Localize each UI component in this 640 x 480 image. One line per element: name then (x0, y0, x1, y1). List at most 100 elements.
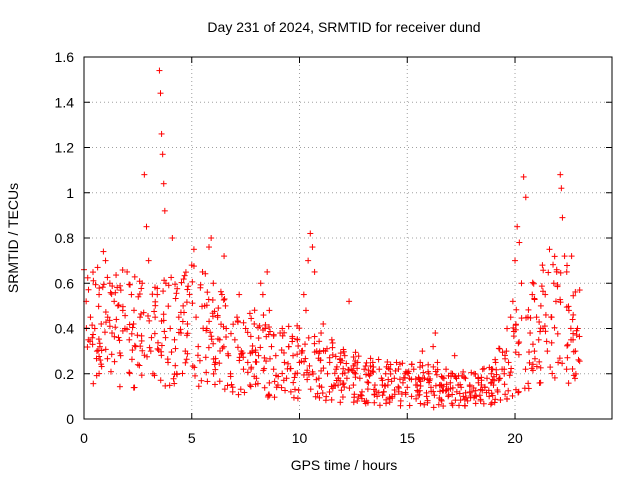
data-point (311, 333, 318, 340)
data-point (329, 351, 336, 358)
data-point (170, 375, 177, 382)
data-point (116, 337, 123, 344)
y-tick-label: 1.4 (55, 94, 75, 110)
data-point (94, 264, 101, 271)
data-point (339, 394, 346, 401)
data-point (98, 320, 105, 327)
data-point (95, 336, 102, 343)
data-point (516, 339, 523, 346)
data-point (295, 343, 302, 350)
y-tick: 0.6 (55, 275, 612, 291)
data-point (122, 312, 129, 319)
data-point (553, 268, 560, 275)
data-point (102, 346, 109, 353)
data-point (492, 359, 499, 366)
data-point (504, 396, 511, 403)
data-point (244, 359, 251, 366)
y-tick: 0.4 (55, 321, 612, 337)
y-tick-label: 0.8 (55, 230, 75, 246)
data-point (168, 349, 175, 356)
data-point (412, 382, 419, 389)
data-point (230, 321, 237, 328)
data-point (437, 388, 444, 395)
data-point (447, 385, 454, 392)
data-point (161, 207, 168, 214)
data-point (247, 333, 254, 340)
data-point (432, 368, 439, 375)
data-point (279, 325, 286, 332)
data-point (145, 257, 152, 264)
data-point (93, 372, 100, 379)
data-point (542, 311, 549, 318)
data-point (309, 368, 316, 375)
data-point (348, 366, 355, 373)
data-point (371, 382, 378, 389)
data-point (423, 393, 430, 400)
data-point (574, 325, 581, 332)
data-point (300, 291, 307, 298)
data-point (326, 359, 333, 366)
data-point (166, 382, 173, 389)
data-point (104, 314, 111, 321)
data-point (572, 370, 579, 377)
data-point (220, 297, 227, 304)
data-point (185, 283, 192, 290)
data-point (290, 394, 297, 401)
data-point (499, 366, 506, 373)
data-point (188, 262, 195, 269)
data-point (238, 348, 245, 355)
data-point (225, 352, 232, 359)
data-point (138, 337, 145, 344)
data-point (443, 366, 450, 373)
data-point (111, 298, 118, 305)
data-point (496, 375, 503, 382)
data-point (261, 384, 268, 391)
data-point (520, 173, 527, 180)
data-point (162, 280, 169, 287)
data-point (503, 348, 510, 355)
data-point (296, 325, 303, 332)
data-point (223, 325, 230, 332)
data-point (183, 332, 190, 339)
data-point (205, 296, 212, 303)
data-point (152, 314, 159, 321)
data-point (278, 347, 285, 354)
data-point (509, 392, 516, 399)
data-point (384, 359, 391, 366)
data-point (557, 299, 564, 306)
data-point (386, 394, 393, 401)
data-point (146, 317, 153, 324)
data-point (430, 363, 437, 370)
data-point (211, 381, 218, 388)
data-point (544, 348, 551, 355)
data-point (138, 372, 145, 379)
data-point (148, 334, 155, 341)
data-point (282, 387, 289, 394)
data-point (113, 272, 120, 279)
data-point (102, 257, 109, 264)
data-point (128, 291, 135, 298)
data-point (487, 401, 494, 408)
data-point (138, 310, 145, 317)
data-point (530, 280, 537, 287)
data-point (312, 393, 319, 400)
data-point (522, 366, 529, 373)
data-point (538, 283, 545, 290)
data-point (220, 343, 227, 350)
data-point (266, 307, 273, 314)
data-point (89, 341, 96, 348)
data-point (253, 359, 260, 366)
data-point (160, 288, 167, 295)
data-point (98, 363, 105, 370)
data-point (182, 359, 189, 366)
data-point (459, 372, 466, 379)
data-point (128, 330, 135, 337)
data-point (564, 354, 571, 361)
data-point (104, 355, 111, 362)
data-point (512, 349, 519, 356)
data-point (294, 395, 301, 402)
data-point (171, 336, 178, 343)
data-point (524, 314, 531, 321)
data-point (228, 381, 235, 388)
data-point (96, 340, 103, 347)
